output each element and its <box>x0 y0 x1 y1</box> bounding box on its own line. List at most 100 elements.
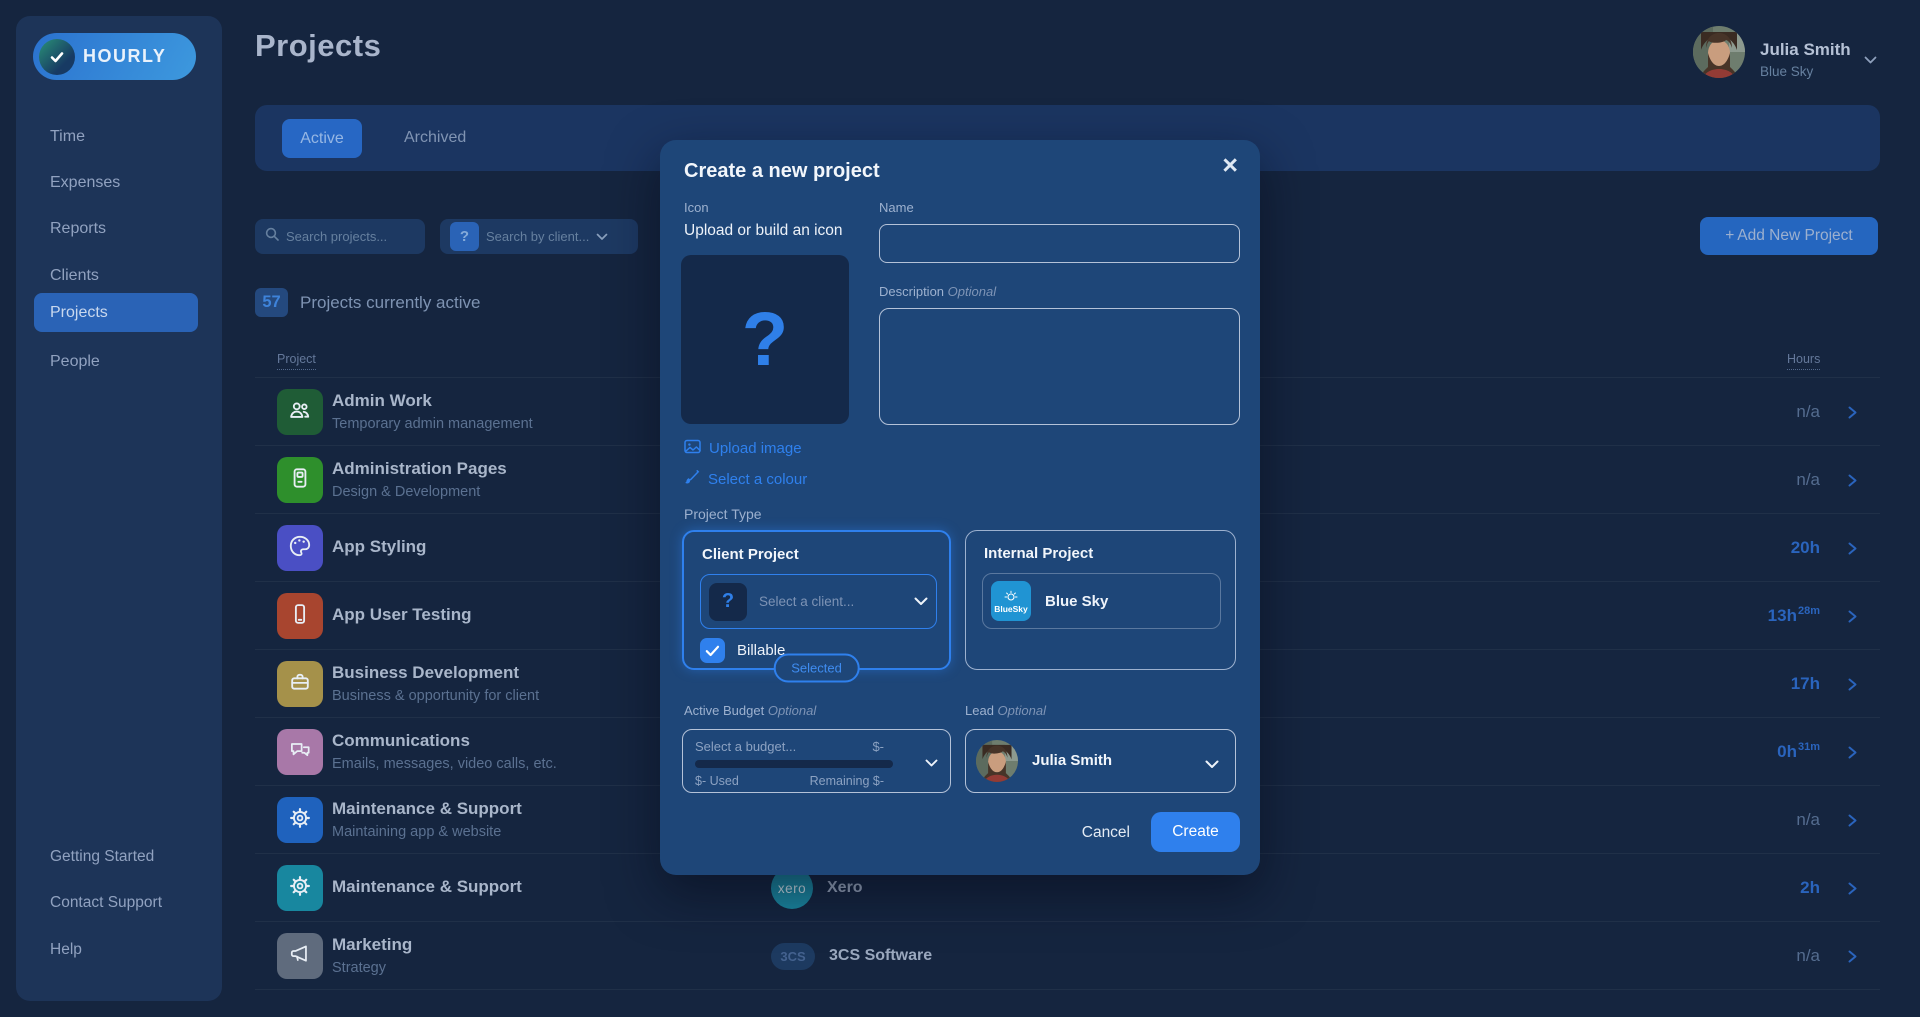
name-field[interactable] <box>879 224 1240 263</box>
chevron-right-icon[interactable] <box>1847 746 1858 764</box>
table-row[interactable]: Admin Work Temporary admin management n/… <box>255 378 1880 446</box>
chevron-right-icon[interactable] <box>1847 814 1858 832</box>
sidebar-item-projects[interactable]: Projects <box>34 293 198 332</box>
description-field[interactable] <box>879 308 1240 425</box>
create-project-modal: Create a new project × Icon Upload or bu… <box>660 140 1260 875</box>
chevron-down-icon <box>925 755 938 773</box>
client-name: Xero <box>827 879 863 896</box>
project-description: Business & opportunity for client <box>332 688 540 704</box>
project-icon-tile <box>277 457 323 503</box>
project-name: Business Development <box>332 663 520 682</box>
cancel-button[interactable]: Cancel <box>1081 824 1130 841</box>
chevron-right-icon[interactable] <box>1847 882 1858 900</box>
sidebar-item-getting-started[interactable]: Getting Started <box>50 848 155 865</box>
project-icon-tile <box>277 593 323 639</box>
table-row[interactable]: Marketing Strategy 3CS 3CS Software n/a <box>255 922 1880 990</box>
column-header-hours[interactable]: Hours <box>1787 352 1821 370</box>
project-name: App User Testing <box>332 605 472 624</box>
avatar <box>976 740 1018 782</box>
upload-image-link[interactable]: Upload image <box>684 439 802 458</box>
sidebar: HOURLY Time Expenses Reports Clients Pro… <box>16 16 222 1001</box>
internal-project-card[interactable]: Internal Project BlueSky Blue Sky <box>965 530 1236 670</box>
project-hours: n/a <box>1796 470 1820 489</box>
column-header-project[interactable]: Project <box>277 352 316 370</box>
active-budget-label: Active Budget Optional <box>684 703 816 718</box>
bluesky-logo: BlueSky <box>991 581 1031 621</box>
sidebar-item-people[interactable]: People <box>50 353 100 370</box>
bluesky-logo-text: BlueSky <box>994 603 1028 614</box>
project-hours-minutes: 28m <box>1797 605 1820 617</box>
sidebar-item-help[interactable]: Help <box>50 941 82 958</box>
project-name: Administration Pages <box>332 459 507 478</box>
project-icon-tile <box>277 525 323 571</box>
lead-dropdown[interactable]: Julia Smith <box>965 729 1236 793</box>
project-name: Marketing <box>332 935 413 954</box>
active-projects-count-badge: 57 <box>255 288 288 317</box>
app-logo[interactable]: HOURLY <box>33 33 196 80</box>
icon-label: Icon <box>684 200 709 215</box>
chevron-right-icon[interactable] <box>1847 950 1858 968</box>
icon-preview[interactable]: ? <box>681 255 849 424</box>
select-colour-link[interactable]: Select a colour <box>684 469 807 489</box>
smartphone-icon <box>287 601 313 632</box>
client-placeholder-icon: ? <box>709 582 747 621</box>
megaphone-icon <box>287 941 313 972</box>
pages-icon <box>287 465 313 496</box>
project-hours: 13h <box>1767 606 1797 625</box>
sidebar-item-clients[interactable]: Clients <box>50 267 99 284</box>
project-hours: 2h <box>1800 878 1820 897</box>
select-client-dropdown[interactable]: ? Select a client... <box>700 574 937 629</box>
name-label: Name <box>879 200 914 215</box>
budget-progress-bar <box>695 760 893 768</box>
search-icon <box>265 227 279 246</box>
chevron-right-icon[interactable] <box>1847 678 1858 696</box>
active-projects-count-label: Projects currently active <box>300 293 481 312</box>
sidebar-item-time[interactable]: Time <box>50 128 85 145</box>
sidebar-item-expenses[interactable]: Expenses <box>50 174 121 191</box>
billable-checkbox[interactable] <box>700 638 725 663</box>
briefcase-icon <box>287 669 313 700</box>
search-projects-box[interactable] <box>255 219 425 254</box>
avatar[interactable] <box>1693 26 1745 78</box>
add-new-project-button[interactable]: + Add New Project <box>1700 217 1878 255</box>
tab-archived[interactable]: Archived <box>404 129 467 146</box>
chevron-down-icon[interactable] <box>1864 52 1877 70</box>
lead-optional-text: Optional <box>997 703 1046 718</box>
budget-dropdown[interactable]: Select a budget... $- $- Used Remaining … <box>682 729 951 793</box>
create-button[interactable]: Create <box>1151 812 1240 852</box>
search-by-client-dropdown[interactable]: ? Search by client... <box>440 219 638 254</box>
chevron-right-icon[interactable] <box>1847 542 1858 560</box>
image-icon <box>684 439 701 458</box>
people-icon <box>287 397 313 428</box>
project-hours: n/a <box>1796 810 1820 829</box>
sidebar-item-contact-support[interactable]: Contact Support <box>50 894 163 911</box>
sidebar-item-reports[interactable]: Reports <box>50 220 107 237</box>
paintbrush-icon <box>684 469 700 489</box>
project-hours: n/a <box>1796 946 1820 965</box>
user-name[interactable]: Julia Smith <box>1760 40 1851 59</box>
description-label: Description Optional <box>879 284 996 299</box>
active-budget-label-text: Active Budget <box>684 703 765 718</box>
client-project-card[interactable]: Client Project ? Select a client... Bill… <box>682 530 951 683</box>
project-description: Temporary admin management <box>332 416 533 432</box>
search-projects-input[interactable] <box>286 229 415 244</box>
chat-bubbles-icon <box>287 737 313 768</box>
project-description: Maintaining app & website <box>332 824 502 840</box>
3cs-logo: 3CS <box>771 942 815 970</box>
tab-active[interactable]: Active <box>282 119 362 158</box>
chevron-right-icon[interactable] <box>1847 610 1858 628</box>
project-description: Design & Development <box>332 484 481 500</box>
chevron-right-icon[interactable] <box>1847 474 1858 492</box>
active-budget-optional-text: Optional <box>767 703 817 718</box>
client-project-title: Client Project <box>702 546 799 563</box>
billable-row: Billable <box>700 638 785 663</box>
project-icon-tile <box>277 389 323 435</box>
client-placeholder-icon: ? <box>450 222 479 251</box>
close-icon[interactable]: × <box>1222 150 1238 180</box>
budget-amount: $- <box>872 739 884 754</box>
plus-icon: + <box>1725 227 1735 244</box>
project-hours: 0h <box>1777 742 1797 761</box>
chevron-right-icon[interactable] <box>1847 406 1858 424</box>
project-type-label: Project Type <box>684 506 762 522</box>
project-icon-tile <box>277 797 323 843</box>
